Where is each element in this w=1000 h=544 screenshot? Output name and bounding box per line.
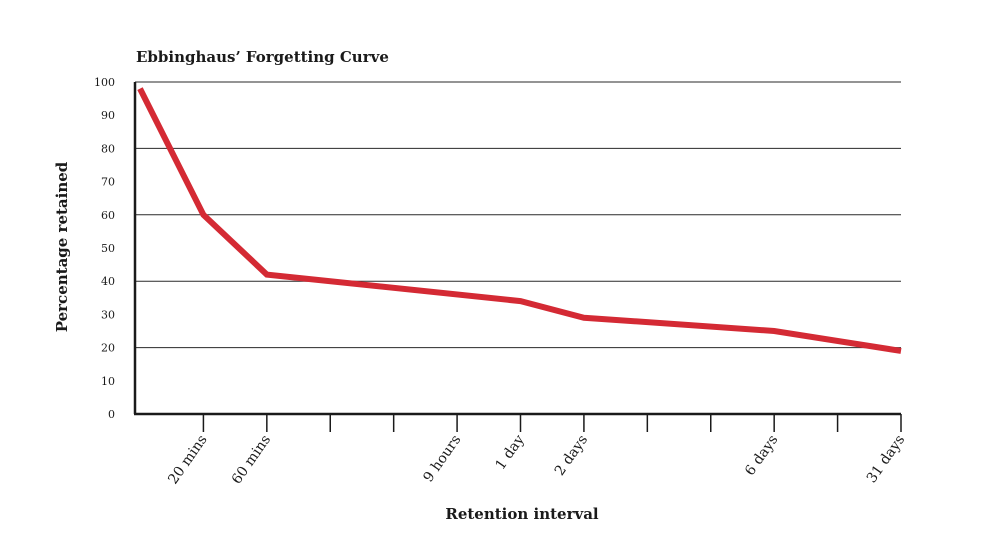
chart-title: Ebbinghaus’ Forgetting Curve: [136, 48, 389, 66]
y-tick-label-50: 50: [101, 242, 115, 255]
y-tick-label-100: 100: [94, 76, 115, 89]
x-tick-label-2-days: 2 days: [552, 432, 591, 479]
y-axis-ticks: 0 10 20 30 40 50 60 70 80 90 100: [94, 76, 115, 421]
gridlines: [135, 82, 901, 348]
y-tick-label-30: 30: [101, 308, 115, 321]
x-axis-label: Retention interval: [445, 505, 599, 523]
x-tick-label-9-hours: 9 hours: [420, 432, 464, 485]
y-tick-label-80: 80: [101, 142, 115, 155]
y-tick-label-20: 20: [101, 342, 115, 355]
y-tick-label-60: 60: [101, 209, 115, 222]
x-tick-label-1-day: 1 day: [493, 432, 528, 473]
series-layer: [140, 89, 901, 351]
y-tick-label-0: 0: [108, 408, 115, 421]
y-tick-label-40: 40: [101, 275, 115, 288]
x-axis-ticks: 20 mins 60 mins 9 hours 1 day 2 days 6 days 31…: [165, 414, 908, 487]
x-tick-label-60-mins: 60 mins: [229, 432, 274, 487]
y-tick-label-10: 10: [101, 375, 115, 388]
series-line-0: [140, 89, 901, 351]
y-tick-label-90: 90: [101, 109, 115, 122]
y-tick-label-70: 70: [101, 176, 115, 189]
x-tick-label-6-days: 6 days: [742, 432, 781, 479]
x-tick-label-20-mins: 20 mins: [165, 432, 210, 487]
axes: [134, 82, 901, 414]
x-tick-label-31-days: 31 days: [864, 432, 908, 486]
y-axis-label: Percentage retained: [53, 161, 71, 332]
